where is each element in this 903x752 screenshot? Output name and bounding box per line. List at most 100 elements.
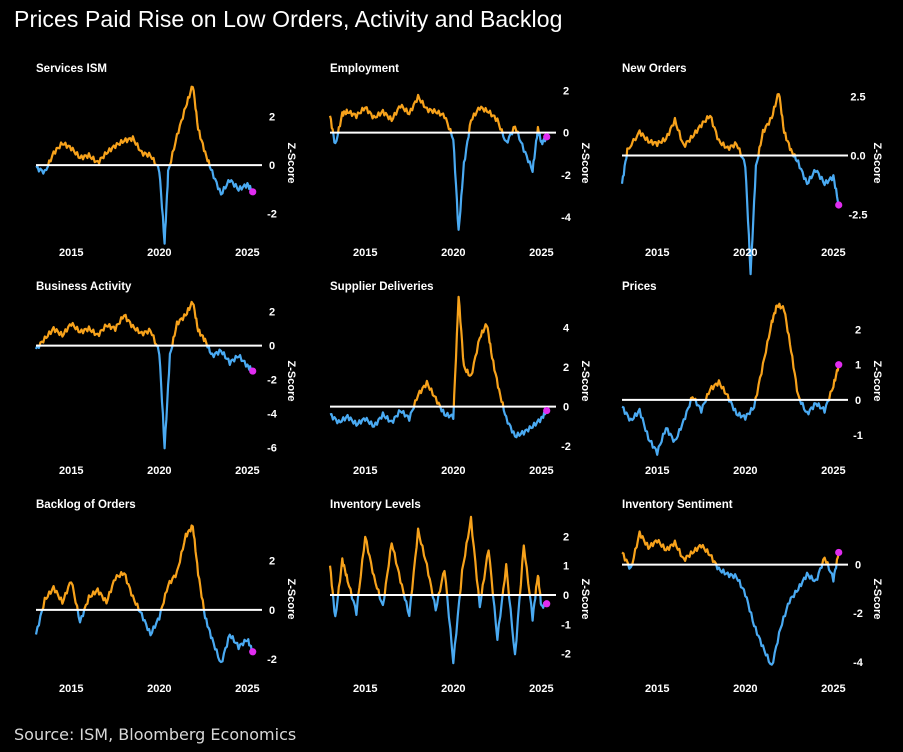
panel-backlog-of-orders-series-segment-1 <box>41 581 79 611</box>
panel-business-activity-series-segment-3 <box>38 313 158 347</box>
panel-supplier-deliveries-series-segment-0 <box>329 406 416 428</box>
panel-business-activity-xtick-2020: 2020 <box>147 465 171 477</box>
panel-supplier-deliveries-xtick-2020: 2020 <box>441 465 465 477</box>
panel-new-orders-series-segment-2 <box>739 155 760 276</box>
panel-prices-ylabel: Z-Score <box>871 361 883 402</box>
panel-supplier-deliveries-series-segment-3 <box>452 295 505 407</box>
panel-prices-xtick-2020: 2020 <box>733 465 757 477</box>
panel-backlog-of-orders-ytick--2: -2 <box>267 654 277 666</box>
panel-prices-ytick-0: 0 <box>855 395 861 407</box>
panel-business-activity: Business Activity 2015 2020 2025 -6 -4 -2 0 2 Z-S… <box>34 281 297 477</box>
panel-supplier-deliveries-latest-marker <box>543 406 551 415</box>
panel-employment-series-segment-0 <box>328 115 335 133</box>
panel-inventory-sentiment-xtick-2020: 2020 <box>733 683 757 695</box>
panel-supplier-deliveries-title: Supplier Deliveries <box>330 281 434 293</box>
panel-prices-series-segment-0 <box>621 399 692 456</box>
panel-services-ism-title: Services ISM <box>36 63 107 75</box>
panel-employment-ytick-2: 2 <box>563 86 569 98</box>
panel-inventory-levels-ytick--2: -2 <box>561 649 571 661</box>
panel-inventory-levels-ylabel: Z-Score <box>579 579 591 620</box>
panel-employment-ylabel: Z-Score <box>579 143 591 184</box>
panel-inventory-levels-series-segment-18 <box>518 544 531 596</box>
panel-inventory-levels-xtick-2025: 2025 <box>529 683 553 695</box>
panel-business-activity-series-segment-4 <box>155 344 174 450</box>
panel-new-orders-series-segment-1 <box>625 114 742 156</box>
panel-prices-title: Prices <box>622 281 657 293</box>
panel-new-orders-ytick--2-5: -2.5 <box>849 209 868 221</box>
panel-employment-series-segment-9 <box>537 132 548 146</box>
panel-prices-series-segment-6 <box>798 399 831 416</box>
panel-prices-series-segment-5 <box>754 302 801 401</box>
panel-inventory-sentiment-series-segment-1 <box>627 564 634 570</box>
panel-backlog-of-orders-title: Backlog of Orders <box>36 499 136 511</box>
panel-inventory-levels-series-segment-14 <box>480 549 494 596</box>
panel-inventory-sentiment-ytick--2: -2 <box>853 608 863 620</box>
panel-new-orders-series-segment-3 <box>757 93 795 156</box>
panel-backlog-of-orders-xtick-2015: 2015 <box>59 683 83 695</box>
panel-inventory-levels-ytick-1: 1 <box>563 561 569 573</box>
panel-prices-ytick-2: 2 <box>855 325 861 337</box>
panel-employment-series-segment-1 <box>332 132 340 145</box>
panel-new-orders-xtick-2020: 2020 <box>733 247 757 259</box>
panel-inventory-levels-title: Inventory Levels <box>330 499 421 511</box>
panel-supplier-deliveries-ytick-2: 2 <box>563 362 569 374</box>
panel-inventory-sentiment-ytick-0: 0 <box>855 560 861 572</box>
panel-employment-ytick-0: 0 <box>563 128 569 140</box>
panel-business-activity-ytick--6: -6 <box>267 443 277 455</box>
panel-employment: Employment 2015 2020 2025 -4 -2 0 2 Z-Score <box>328 63 591 259</box>
panel-inventory-levels-ytick--1: -1 <box>561 619 571 631</box>
panel-backlog-of-orders-series-segment-4 <box>137 609 163 637</box>
panel-inventory-levels-xtick-2015: 2015 <box>353 683 377 695</box>
panel-backlog-of-orders-series-segment-6 <box>202 609 254 664</box>
panel-supplier-deliveries-ylabel: Z-Score <box>579 361 591 402</box>
panel-new-orders-series-segment-6 <box>793 155 840 206</box>
panel-business-activity-latest-marker <box>249 367 257 375</box>
panel-services-ism-series-segment-2 <box>156 164 172 245</box>
panel-inventory-levels-series-segment-15 <box>491 594 504 641</box>
panel-services-ism: Services ISM 2015 2020 2025 -2 0 2 Z-Score <box>35 63 297 259</box>
panel-inventory-levels-series-segment-4 <box>357 535 381 596</box>
panel-backlog-of-orders-ytick-2: 2 <box>269 555 275 567</box>
panel-inventory-levels-series-segment-10 <box>437 569 449 596</box>
panel-employment-series-segment-2 <box>337 93 453 133</box>
panel-services-ism-ytick--2: -2 <box>267 209 277 221</box>
panel-business-activity-xtick-2025: 2025 <box>235 465 259 477</box>
panel-backlog-of-orders-series-segment-5 <box>159 524 205 611</box>
panel-backlog-of-orders-ytick-0: 0 <box>269 605 275 617</box>
panel-inventory-levels-series-segment-11 <box>446 594 461 665</box>
panel-inventory-levels-series-segment-12 <box>458 515 480 596</box>
panel-employment-xtick-2020: 2020 <box>441 247 465 259</box>
panel-inventory-sentiment-xtick-2015: 2015 <box>645 683 669 695</box>
panel-employment-series-segment-8 <box>536 125 540 133</box>
panel-services-ism-ytick-2: 2 <box>269 111 275 123</box>
panel-business-activity-series-segment-5 <box>171 300 209 346</box>
panel-inventory-levels-series-segment-3 <box>350 594 360 616</box>
panel-supplier-deliveries-ytick-0: 0 <box>563 402 569 414</box>
panel-inventory-sentiment-series-segment-4 <box>821 556 830 565</box>
panel-employment-latest-marker <box>543 133 551 141</box>
panel-employment-title: Employment <box>330 63 399 75</box>
panel-inventory-levels-series-segment-13 <box>477 594 483 609</box>
panel-prices-series-segment-3 <box>704 379 730 401</box>
panel-new-orders-xtick-2025: 2025 <box>821 247 845 259</box>
panel-inventory-levels-series-segment-2 <box>337 557 353 596</box>
panel-prices-ytick-1: 1 <box>855 360 861 372</box>
panel-employment-series-segment-7 <box>517 132 539 173</box>
panel-employment-series-segment-3 <box>450 132 471 231</box>
source-note: Source: ISM, Bloomberg Economics <box>14 725 297 744</box>
panel-employment-series-segment-5 <box>501 132 514 144</box>
chart-title: Prices Paid Rise on Low Orders, Activity… <box>14 6 563 32</box>
panel-business-activity-ytick-2: 2 <box>269 307 275 319</box>
panel-new-orders-latest-marker <box>835 201 843 209</box>
panel-new-orders-title: New Orders <box>622 63 687 75</box>
panel-inventory-levels-series-segment-7 <box>402 594 413 618</box>
panel-supplier-deliveries-xtick-2015: 2015 <box>353 465 377 477</box>
panel-new-orders-ylabel: Z-Score <box>871 143 883 184</box>
panel-inventory-levels-series-segment-9 <box>431 594 440 612</box>
panel-backlog-of-orders-ylabel: Z-Score <box>285 579 297 620</box>
panel-prices: Prices 2015 2020 2025 -1 0 1 2 Z-Score <box>621 281 883 477</box>
panel-backlog-of-orders-xtick-2020: 2020 <box>147 683 171 695</box>
panel-new-orders-xtick-2015: 2015 <box>645 247 669 259</box>
panel-new-orders-ytick-0-0: 0.0 <box>850 150 865 162</box>
panel-prices-xtick-2015: 2015 <box>645 465 669 477</box>
